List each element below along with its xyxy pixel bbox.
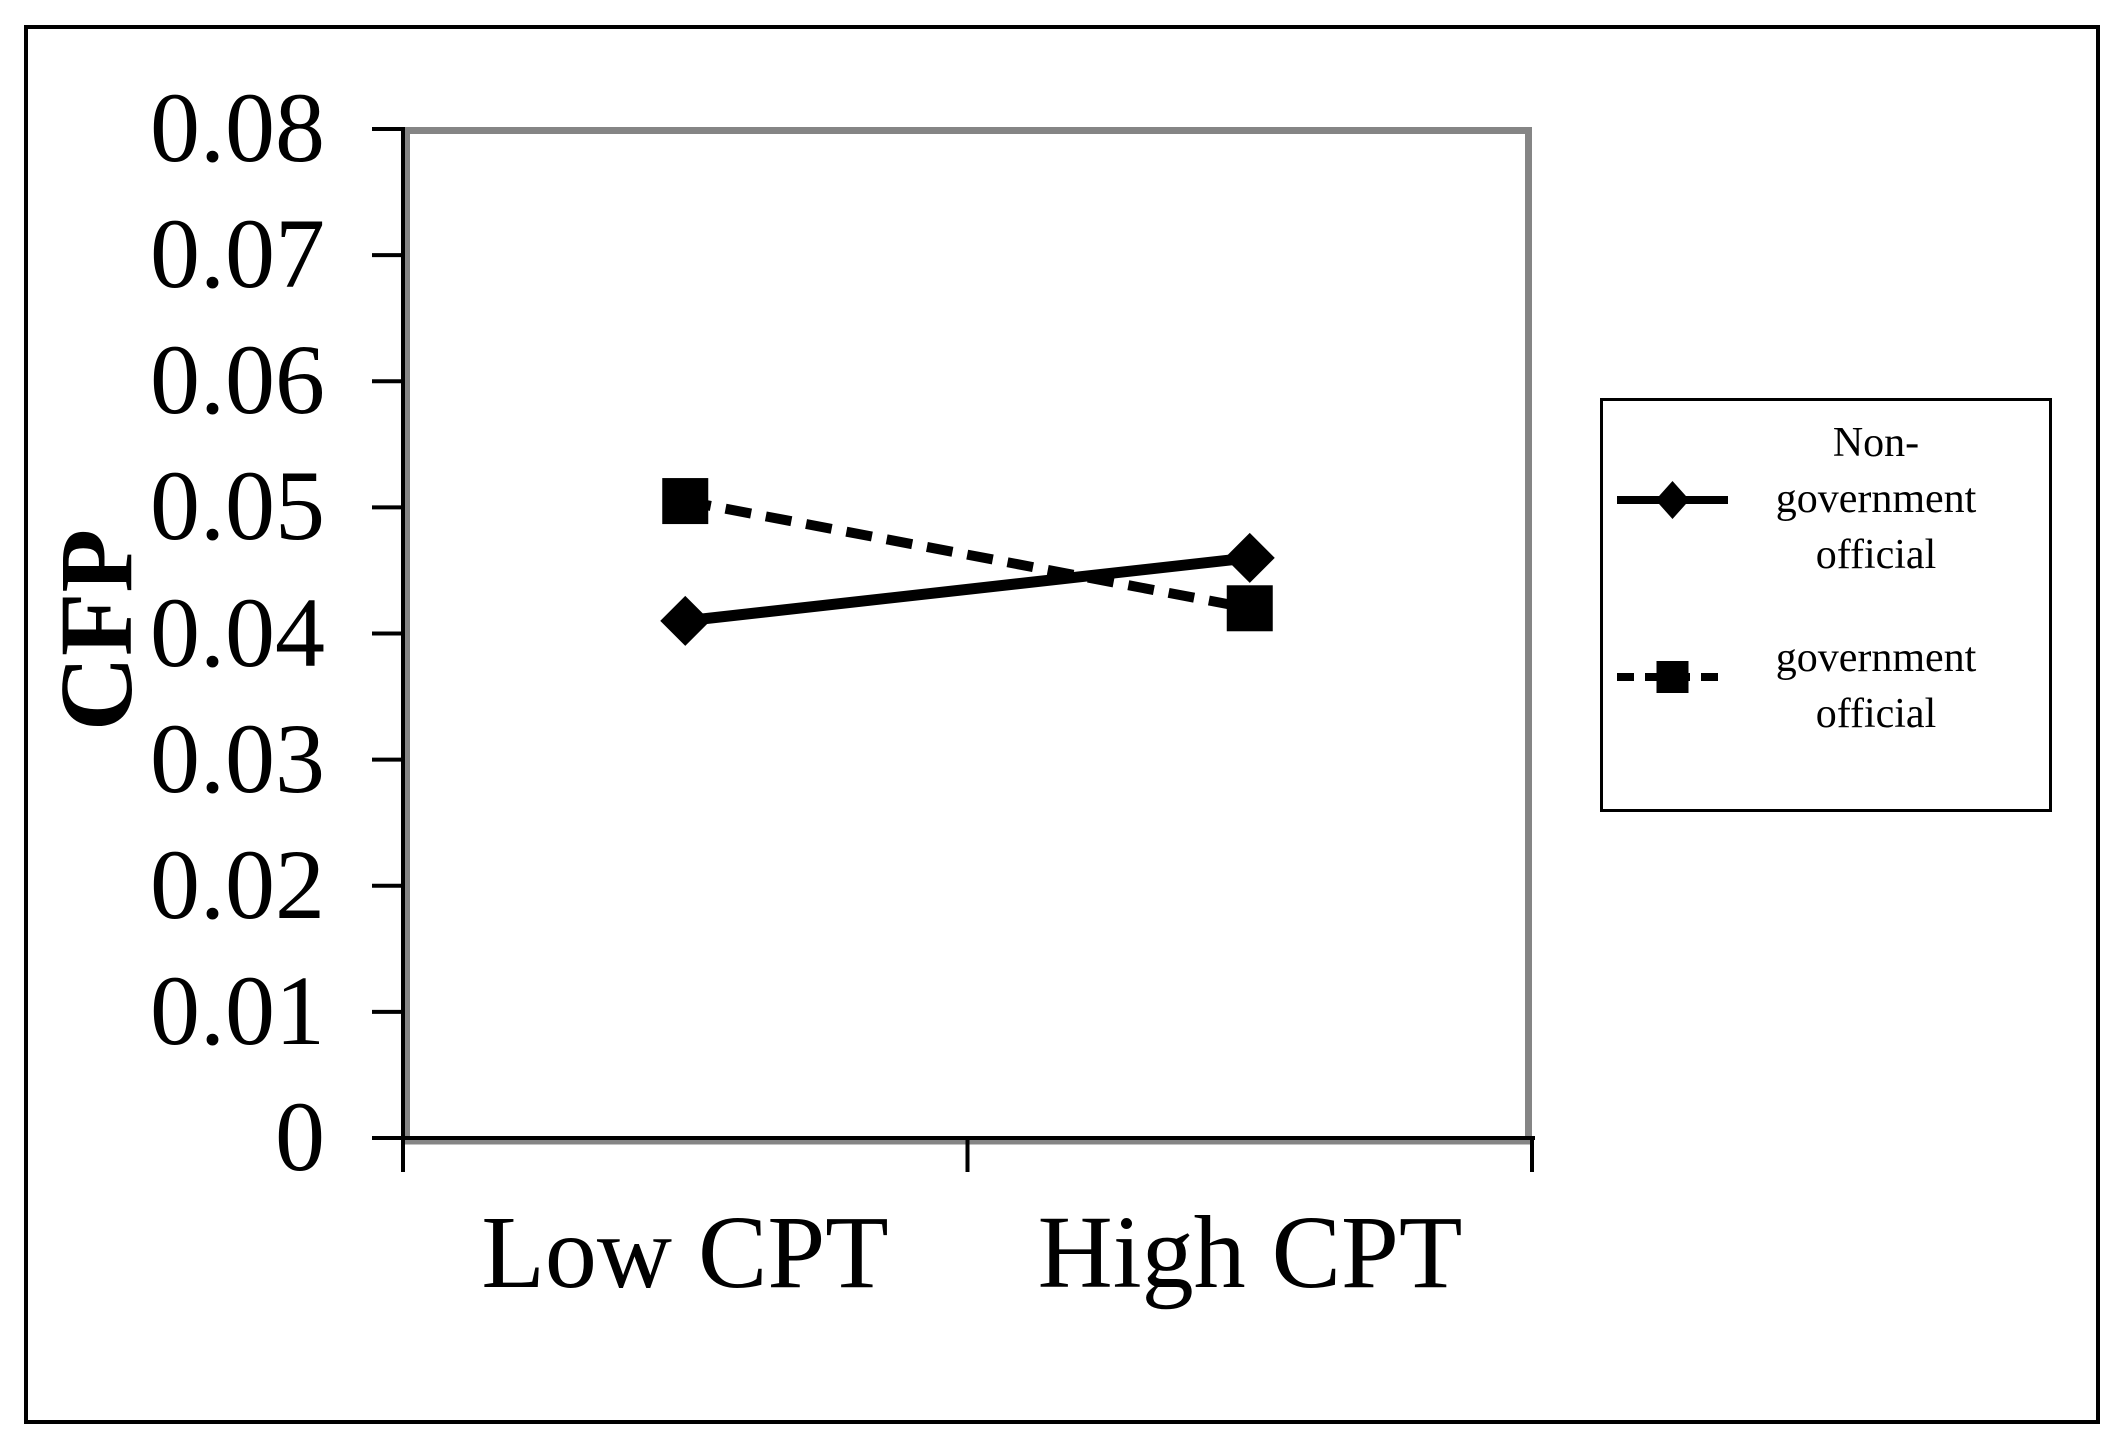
legend-label-non-government-official: Non- government official bbox=[1775, 420, 1977, 578]
legend-square-marker bbox=[1656, 661, 1689, 693]
series-government-official-square-marker bbox=[1226, 585, 1273, 632]
series-line-government-official bbox=[684, 496, 1251, 614]
y-tick-label: 0.05 bbox=[150, 450, 325, 562]
y-tick-label: 0.03 bbox=[150, 702, 325, 814]
legend-diamond-marker bbox=[1655, 481, 1690, 519]
y-tick-label: 0 bbox=[275, 1081, 325, 1192]
y-tick-label: 0.04 bbox=[150, 576, 325, 688]
y-axis-title: CFP bbox=[39, 528, 154, 732]
y-tick-label: 0.02 bbox=[150, 828, 325, 940]
x-axis-label-high-cpt: High CPT bbox=[1037, 1195, 1463, 1310]
y-tick-label: 0.01 bbox=[150, 954, 325, 1066]
legend-label-government-official: government official bbox=[1775, 635, 1977, 737]
y-tick-label: 0.07 bbox=[150, 198, 325, 310]
y-tick-label: 0.06 bbox=[150, 324, 325, 436]
series-line-non-government-official bbox=[684, 552, 1251, 627]
x-axis-label-low-cpt: Low CPT bbox=[481, 1195, 889, 1310]
series-government-official-square-marker bbox=[662, 478, 709, 525]
y-tick-label: 0.08 bbox=[150, 72, 325, 183]
plot-area-frame bbox=[403, 127, 1532, 1145]
figure-border bbox=[24, 25, 2100, 1424]
series-non-government-official-diamond-marker bbox=[1224, 532, 1275, 583]
series-non-government-official-diamond-marker bbox=[660, 595, 711, 646]
legend-box: Non- government official government offi… bbox=[1600, 398, 2052, 812]
